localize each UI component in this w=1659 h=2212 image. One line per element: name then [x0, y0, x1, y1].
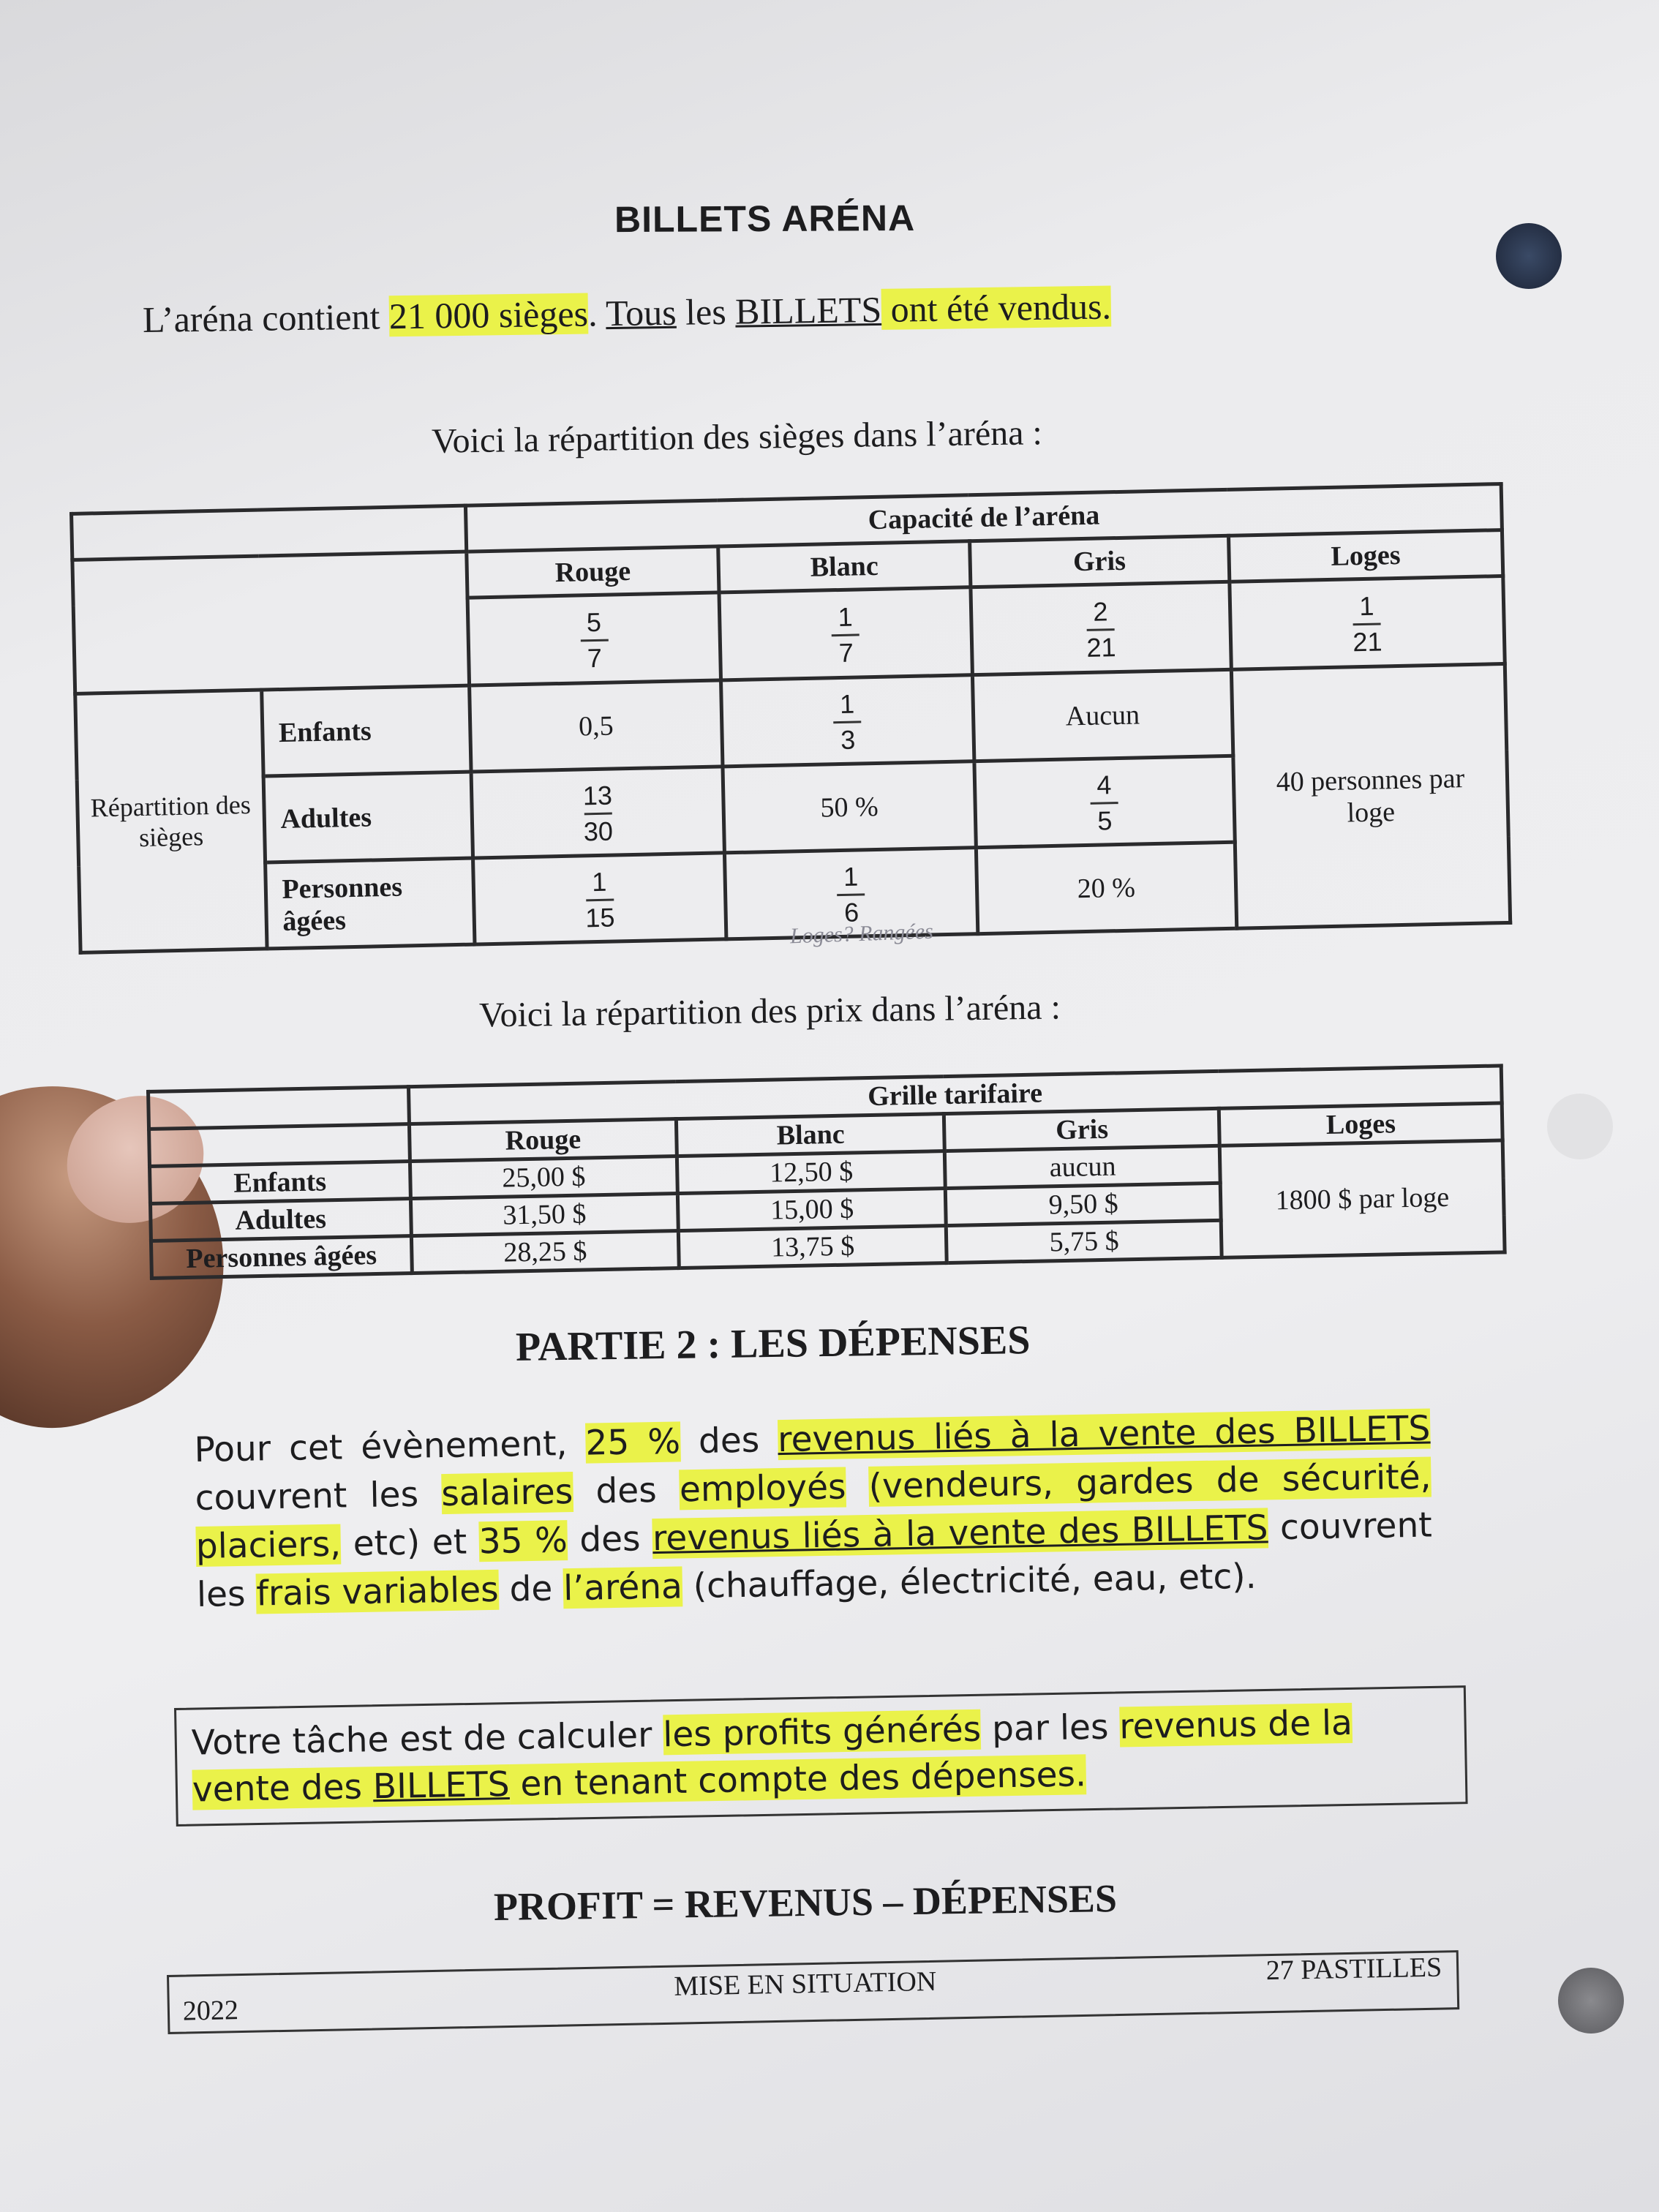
row-label: Enfants [261, 685, 472, 777]
empty-cell [148, 1124, 410, 1167]
col-blanc: Blanc [676, 1113, 945, 1156]
empty-cell [72, 552, 470, 694]
col-gris: Gris [969, 535, 1230, 587]
task-box: Votre tâche est de calculer les profits … [174, 1685, 1468, 1827]
col-loges: Loges [1228, 530, 1503, 582]
cell: 50 % [722, 761, 977, 853]
loges-note: 40 personnes par loge [1231, 663, 1511, 929]
footer-year: 2022 [182, 1995, 239, 2027]
footer: 2022 MISE EN SITUATION 27 PASTILLES [167, 1950, 1460, 2034]
seat-count: 21 000 sièges [388, 293, 589, 337]
loges-price: 1800 $ par loge [1219, 1140, 1505, 1258]
row-label: Adultes [150, 1198, 411, 1241]
cell: 1 15 [473, 852, 726, 945]
handwritten-note: Loges? Rangées [789, 919, 934, 949]
page-title: BILLETS ARÉNA [614, 197, 916, 241]
cell: Aucun [972, 669, 1233, 761]
seats-table: Capacité de l’aréna Rouge Blanc Gris Log… [69, 482, 1512, 955]
cell: 28,25 $ [410, 1230, 680, 1274]
prices-caption: Voici la répartition des prix dans l’aré… [478, 988, 1061, 1035]
cell: 5,75 $ [946, 1220, 1222, 1263]
cell: 12,50 $ [677, 1151, 946, 1194]
expenses-paragraph: Pour cet évènement, 25 % des revenus lié… [194, 1408, 1433, 1615]
empty-cell [71, 505, 467, 560]
cell: 0,5 [469, 680, 723, 772]
empty-cell [148, 1086, 410, 1129]
seats-caption: Voici la répartition des sièges dans l’a… [431, 413, 1043, 461]
intro-text: Tous [605, 291, 677, 334]
intro-text: ont été vendus. [881, 285, 1112, 330]
col-rouge: Rouge [409, 1118, 677, 1162]
cell: 13 30 [471, 766, 725, 859]
punch-hole [1496, 223, 1562, 289]
intro-text: BILLETS [734, 288, 882, 332]
row-label: Personnes âgées [151, 1235, 412, 1279]
cell: 13,75 $ [678, 1225, 947, 1268]
row-label: Personnes âgées [265, 858, 475, 949]
footer-right: 27 PASTILLES [1265, 1952, 1442, 1987]
profit-formula: PROFIT = REVENUS – DÉPENSES [493, 1876, 1118, 1929]
prices-table: Grille tarifaire Rouge Blanc Gris Loges … [146, 1064, 1507, 1280]
row-group-label: Répartition des sièges [75, 690, 267, 953]
intro-line: L’aréna contient 21 000 sièges. Tous les… [143, 285, 1112, 341]
col-blanc: Blanc [718, 541, 971, 592]
footer-center: MISE EN SITUATION [674, 1965, 937, 2002]
intro-text: les [676, 290, 736, 333]
row-label: Enfants [149, 1161, 410, 1204]
cell: 9,50 $ [945, 1183, 1222, 1226]
punch-hole [1558, 1968, 1624, 2034]
col-gris: Gris [944, 1108, 1220, 1151]
col-rouge: Rouge [466, 546, 720, 598]
row-label: Adultes [263, 772, 473, 863]
capacity-gris: 2 21 [970, 582, 1232, 675]
capacity-loges: 1 21 [1229, 576, 1505, 670]
section-title: PARTIE 2 : LES DÉPENSES [515, 1317, 1031, 1370]
intro-text: L’aréna contient [142, 296, 390, 340]
intro-text: . [587, 293, 606, 334]
cell: 20 % [976, 842, 1237, 934]
cell: aucun [944, 1146, 1221, 1189]
cell: 31,50 $ [410, 1193, 679, 1236]
punch-hole [1547, 1094, 1613, 1159]
col-loges: Loges [1219, 1102, 1503, 1146]
cell: 15,00 $ [677, 1188, 947, 1231]
cell: 25,00 $ [410, 1156, 678, 1199]
